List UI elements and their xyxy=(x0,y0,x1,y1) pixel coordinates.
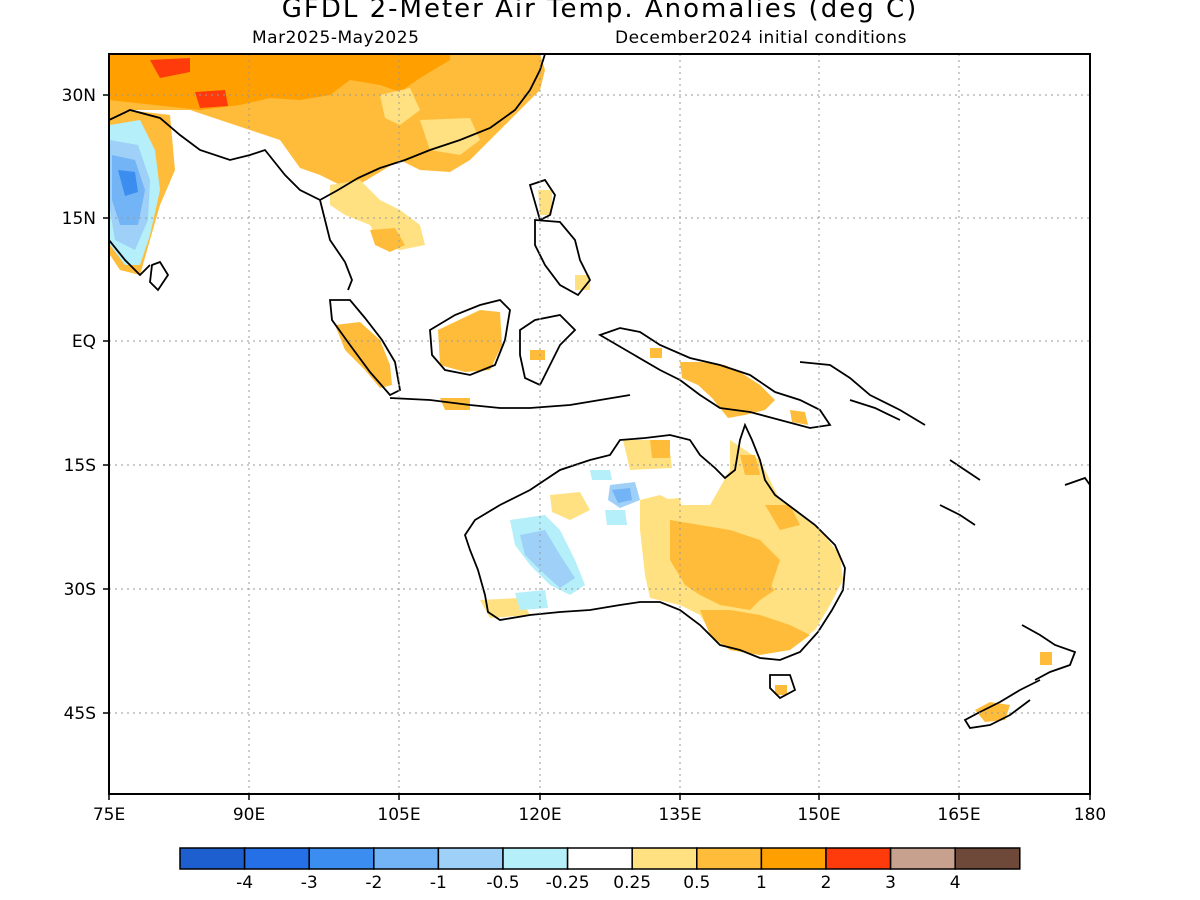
forecast-period: Mar2025-May2025 xyxy=(252,28,420,48)
colorbar-swatch-11 xyxy=(889,847,956,870)
colorbar-swatch-5 xyxy=(502,847,569,870)
colorbar-label-4: -0.5 xyxy=(486,873,519,893)
colorbar-label-9: 2 xyxy=(821,873,832,893)
colorbar-label-0: -4 xyxy=(236,873,253,893)
lat-label-15n: 15N xyxy=(62,209,96,229)
colorbar-swatch-7 xyxy=(631,847,698,870)
lon-label-135e: 135E xyxy=(658,805,701,825)
lon-label-165e: 165E xyxy=(937,805,980,825)
graticule xyxy=(109,54,1090,794)
lon-label-75e: 75E xyxy=(93,805,125,825)
colorbar-swatch-0 xyxy=(179,847,246,870)
lat-label-30n: 30N xyxy=(62,86,96,106)
lat-label-15s: 15S xyxy=(64,456,96,476)
lon-label-105e: 105E xyxy=(377,805,420,825)
lat-label-eq: EQ xyxy=(72,332,96,352)
lon-label-90e: 90E xyxy=(233,805,265,825)
colorbar-swatch-2 xyxy=(308,847,375,870)
lat-label-30s: 30S xyxy=(64,580,96,600)
axis-ticks xyxy=(103,94,1091,800)
colorbar-label-3: -1 xyxy=(430,873,447,893)
colorbar-swatch-9 xyxy=(760,847,827,870)
colorbar-label-10: 3 xyxy=(885,873,896,893)
colorbar-swatch-12 xyxy=(954,847,1021,870)
lat-label-45s: 45S xyxy=(64,704,96,724)
initial-conditions: December2024 initial conditions xyxy=(615,28,907,48)
colorbar-label-7: 0.5 xyxy=(683,873,710,893)
map-frame xyxy=(108,53,1091,795)
map-title: GFDL 2-Meter Air Temp. Anomalies (deg C) xyxy=(281,0,919,24)
colorbar-label-6: 0.25 xyxy=(613,873,651,893)
colorbar-label-1: -3 xyxy=(301,873,318,893)
colorbar-label-5: -0.25 xyxy=(546,873,590,893)
colorbar-swatch-1 xyxy=(243,847,310,870)
anomaly-shading xyxy=(109,54,1052,722)
lon-label-180: 180 xyxy=(1074,805,1106,825)
colorbar: -4 -3 -2 -1 -0.5 -0.25 0.25 0.5 1 2 3 4 xyxy=(179,847,1021,893)
colorbar-label-11: 4 xyxy=(950,873,961,893)
lon-label-150e: 150E xyxy=(797,805,840,825)
colorbar-label-2: -2 xyxy=(365,873,382,893)
colorbar-swatch-8 xyxy=(696,847,763,870)
coastlines xyxy=(109,54,1090,729)
colorbar-swatch-6 xyxy=(566,847,633,870)
colorbar-swatch-4 xyxy=(437,847,504,870)
colorbar-swatch-3 xyxy=(373,847,440,870)
colorbar-swatch-10 xyxy=(825,847,892,870)
colorbar-label-8: 1 xyxy=(756,873,767,893)
lon-label-120e: 120E xyxy=(518,805,561,825)
